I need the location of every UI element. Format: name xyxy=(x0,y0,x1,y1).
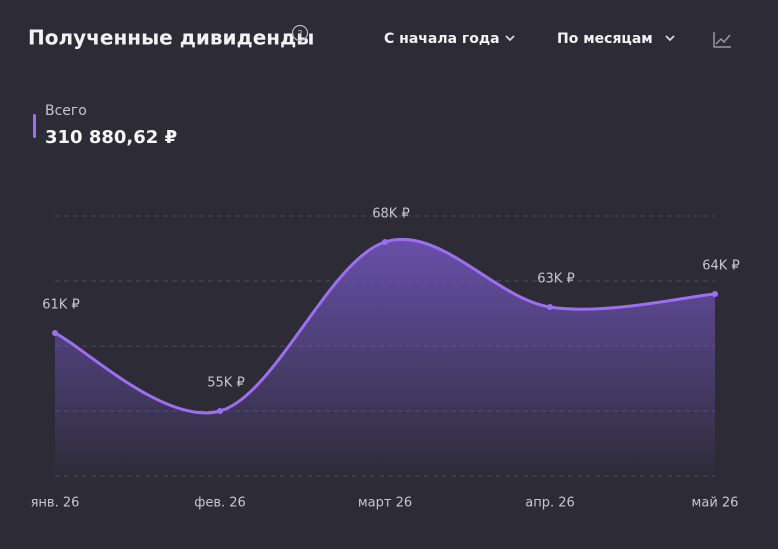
x-tick-label: фев. 26 xyxy=(194,496,246,511)
point xyxy=(52,330,58,336)
plot: 61K ₽ 55K ₽ 68K ₽ 63K ₽ 64K ₽ xyxy=(42,207,740,476)
chart-type-button[interactable] xyxy=(713,32,731,48)
data-label: 64K ₽ xyxy=(702,259,739,274)
x-tick-label: март 26 xyxy=(358,496,412,511)
legend-swatch xyxy=(33,114,36,138)
point xyxy=(712,291,718,297)
grouping-select[interactable]: По месяцам xyxy=(557,31,675,47)
x-tick-label: май 26 xyxy=(692,496,739,511)
period-select[interactable]: С начала года xyxy=(384,31,515,47)
point xyxy=(382,239,388,245)
point xyxy=(547,304,553,310)
x-tick-label: апр. 26 xyxy=(525,496,575,511)
period-label: С начала года xyxy=(384,31,500,47)
legend-label: Всего xyxy=(45,103,87,119)
title: Полученные дивиденды xyxy=(28,26,314,50)
data-label: 68K ₽ xyxy=(372,207,409,222)
area xyxy=(55,239,715,476)
svg-text:?: ? xyxy=(297,29,302,40)
total-value: 310 880,62 ₽ xyxy=(45,127,177,148)
grouping-label: По месяцам xyxy=(557,31,653,47)
data-label: 55K ₽ xyxy=(207,376,244,391)
help-icon[interactable]: ? xyxy=(291,24,309,42)
data-label: 63K ₽ xyxy=(537,272,574,287)
point xyxy=(217,408,223,414)
x-tick-label: янв. 26 xyxy=(31,496,80,511)
line xyxy=(54,238,716,415)
data-label: 61K ₽ xyxy=(42,298,79,313)
